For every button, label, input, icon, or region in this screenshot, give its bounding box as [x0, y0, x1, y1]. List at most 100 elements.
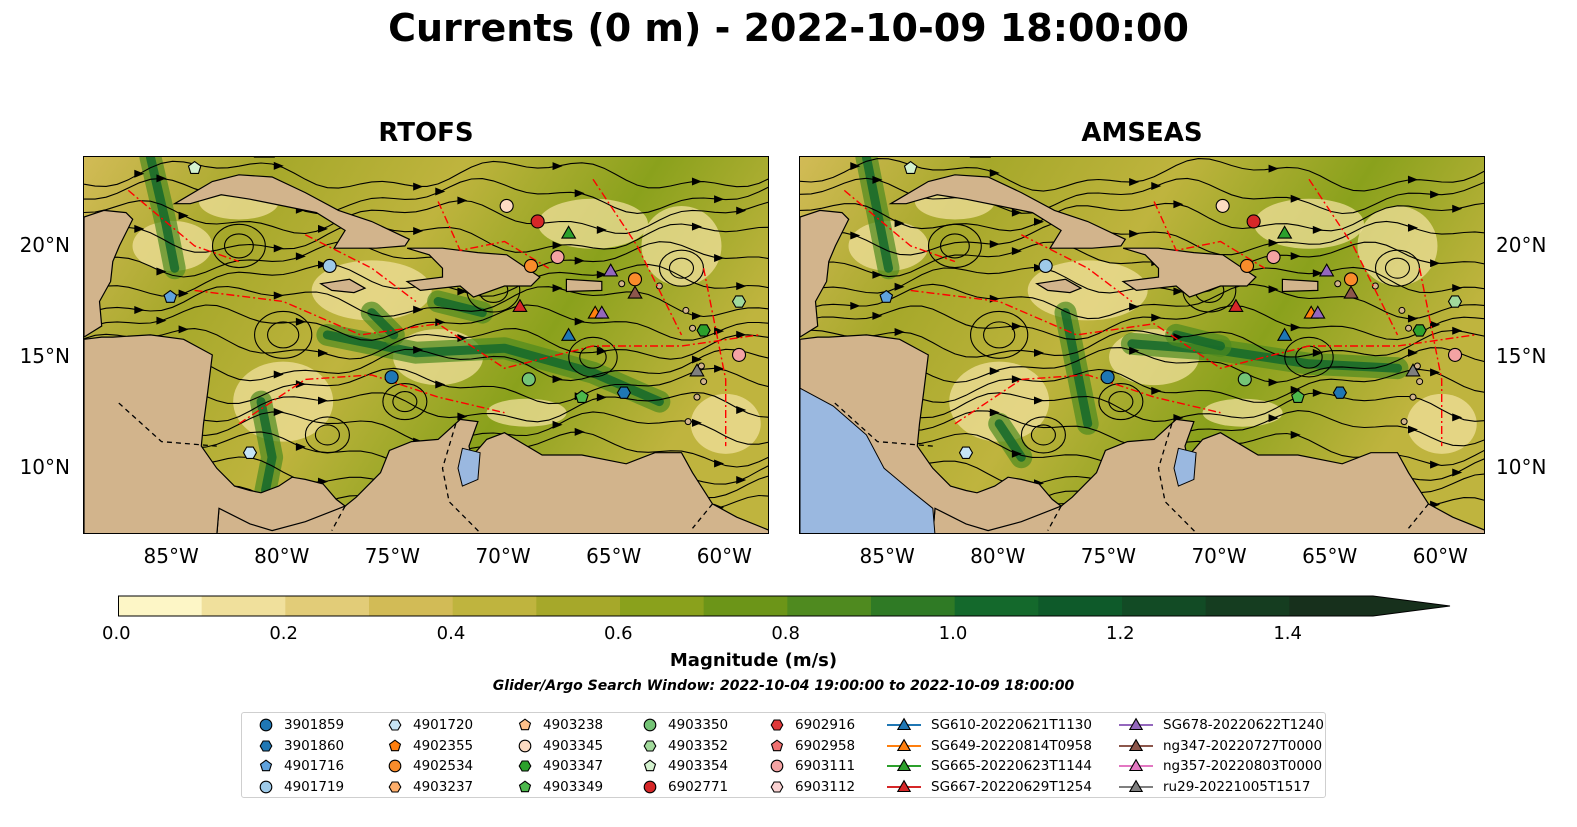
legend-label: SG665-20220623T1144	[931, 758, 1092, 774]
legend-marker-icon	[770, 719, 784, 731]
legend-item: ng357-20220803T0000	[1119, 758, 1322, 774]
lon-tick-amseas: 60°W	[1412, 544, 1468, 568]
legend-item: 3901860	[258, 738, 344, 754]
platform-marker-4903347	[696, 324, 711, 337]
legend-marker-icon	[887, 779, 921, 792]
legend-marker-icon	[259, 718, 273, 732]
legend-item: SG667-20220629T1254	[887, 779, 1092, 795]
colorbar-segment	[703, 596, 788, 616]
eez-boundaries	[843, 178, 1475, 447]
legend-item: 6903111	[769, 758, 855, 774]
map-panel-rtofs[interactable]	[83, 156, 769, 534]
lat-tick-right: 10°N	[1496, 455, 1547, 480]
platform-marker-3901860	[1332, 386, 1348, 399]
legend-item: SG610-20220621T1130	[887, 717, 1092, 733]
platform-marker-SG667-20220629T1254	[512, 298, 528, 312]
platform-marker-4903349	[575, 389, 589, 403]
legend-triangle-icon	[896, 738, 912, 751]
platform-marker-4903349	[1291, 389, 1305, 403]
legend-marker-icon	[259, 759, 273, 772]
lon-tick-rtofs: 60°W	[696, 544, 752, 568]
platform-marker-4901716	[879, 289, 894, 303]
colorbar-segment	[369, 596, 454, 616]
masked-ocean	[800, 387, 936, 533]
legend-label: SG667-20220629T1254	[931, 778, 1092, 795]
platform-marker-4903354	[187, 160, 202, 174]
platform-marker-4902534	[627, 272, 643, 287]
legend-hexagon-icon	[388, 780, 402, 793]
legend-circle-icon	[259, 718, 273, 732]
legend-marker-icon	[643, 780, 657, 793]
legend-label: 4901716	[284, 758, 345, 774]
legend-marker-icon	[1119, 758, 1153, 772]
legend-hexagon-icon	[259, 739, 273, 752]
legend-pentagon-icon	[518, 718, 532, 731]
legend-marker-icon	[887, 717, 921, 731]
platform-marker-4901720	[958, 446, 974, 459]
legend-marker-icon	[1119, 738, 1153, 751]
colorbar-tick-label: 1.2	[1106, 623, 1135, 644]
legend-item: 4901719	[258, 779, 344, 795]
colorbar	[118, 595, 1458, 621]
legend-label: ng357-20220803T0000	[1163, 758, 1323, 774]
legend-pentagon-icon	[643, 759, 657, 772]
legend-label: 6902771	[668, 778, 729, 795]
legend-item: 3901859	[258, 717, 344, 733]
lon-tick-rtofs: 70°W	[475, 544, 531, 568]
legend-label: ng347-20220727T0000	[1163, 737, 1323, 754]
legend-marker-icon	[388, 759, 402, 773]
legend-label: 4903354	[668, 758, 729, 774]
legend-marker-icon	[1119, 779, 1153, 792]
platform-marker-4901719	[1038, 258, 1053, 274]
platform-marker-6903111	[1266, 250, 1281, 265]
legend-label: 4903347	[543, 758, 604, 774]
colorbar-tick-label: 1.0	[938, 623, 968, 644]
colorbar-tick-label: 0.4	[436, 623, 466, 644]
platform-marker-3901859	[384, 370, 399, 385]
colorbar-extend-arrow	[1373, 596, 1450, 616]
legend-label: 6903111	[795, 758, 856, 774]
legend-item: 4903237	[387, 779, 473, 795]
current-field-map-rtofs	[84, 157, 768, 533]
legend-marker-icon	[887, 758, 921, 772]
platform-marker-4903347	[1412, 324, 1427, 337]
lat-tick-left: 15°N	[19, 344, 70, 369]
legend-marker-icon	[388, 739, 402, 751]
platform-marker-4902534	[1343, 272, 1359, 287]
platform-marker-4903345	[499, 198, 514, 213]
lon-tick-amseas: 75°W	[1080, 544, 1137, 568]
legend-marker-icon	[388, 719, 402, 731]
legend-label: 6903112	[795, 778, 856, 795]
legend-item: 6902916	[769, 717, 855, 733]
legend-hexagon-icon	[643, 739, 657, 752]
legend-marker-icon	[518, 739, 532, 752]
search-window-note: Glider/Argo Search Window: 2022-10-04 19…	[492, 678, 1075, 694]
platform-marker-4903352	[731, 295, 747, 308]
legend-item: ng347-20220727T0000	[1119, 738, 1322, 754]
platform-marker-SG678-20220622T1240	[602, 263, 619, 277]
legend-hexagon-icon	[770, 719, 784, 731]
platform-marker-4901720	[242, 446, 258, 459]
platform-marker-SG665-20220623T1144	[1276, 225, 1293, 239]
platform-marker-4903350	[1237, 372, 1252, 387]
platform-marker-SG678-20220622T1240	[1310, 305, 1326, 319]
legend-marker-icon	[259, 739, 273, 752]
legend-label: 4902355	[413, 737, 474, 754]
platform-marker-6903111	[1447, 347, 1463, 362]
legend-triangle-icon	[1128, 758, 1144, 772]
legend-label: 4901720	[413, 717, 474, 733]
legend-triangle-icon	[896, 779, 912, 792]
platform-marker-4901716	[163, 289, 178, 303]
legend-item: 4903354	[642, 758, 728, 774]
legend-marker-icon	[770, 739, 784, 751]
colorbar-tick-label: 1.4	[1273, 623, 1302, 644]
legend-marker-icon	[518, 718, 532, 731]
lat-tick-right: 15°N	[1496, 344, 1547, 369]
legend-item: 4903238	[517, 717, 603, 733]
legend-label: 4903345	[543, 737, 604, 754]
lat-tick-right: 20°N	[1496, 232, 1547, 257]
legend-item: 4901716	[258, 758, 344, 774]
platform-marker-3901860	[616, 386, 632, 399]
map-panel-amseas[interactable]	[799, 156, 1485, 534]
legend-circle-icon	[770, 759, 784, 773]
